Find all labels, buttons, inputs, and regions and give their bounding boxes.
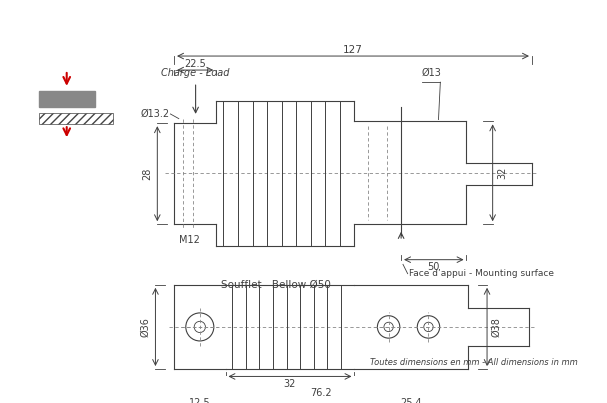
Text: Toutes dimensions en mm - All dimensions in mm: Toutes dimensions en mm - All dimensions… [370,358,578,367]
Text: 25.4: 25.4 [401,398,422,403]
Text: Face d’appui - Mounting surface: Face d’appui - Mounting surface [409,269,554,278]
Text: 50: 50 [427,262,440,272]
Bar [39,113,114,124]
Text: 12.5: 12.5 [189,398,211,403]
Text: 32: 32 [283,379,296,389]
Text: 76.2: 76.2 [310,388,332,398]
Text: Charge - Load: Charge - Load [161,68,230,77]
Text: Ø36: Ø36 [141,317,151,337]
Text: Ø38: Ø38 [492,317,502,337]
Text: 28: 28 [143,168,152,180]
Bar [39,91,95,108]
Text: 127: 127 [343,44,363,54]
Text: Ø13: Ø13 [421,68,441,77]
Text: 32: 32 [497,166,507,179]
Text: M12: M12 [179,235,200,245]
Text: Soufflet - Bellow Ø50: Soufflet - Bellow Ø50 [221,280,331,290]
Text: 22.5: 22.5 [185,60,206,69]
Text: Ø13.2: Ø13.2 [140,109,169,119]
